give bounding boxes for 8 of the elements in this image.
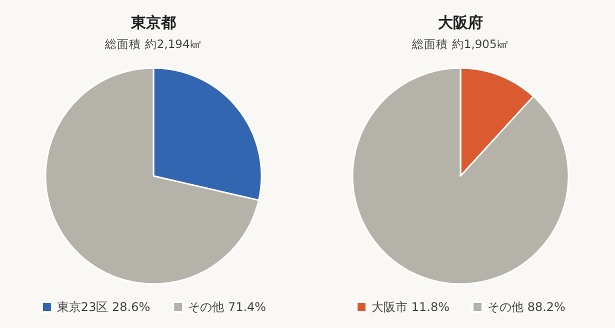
chart-title: 東京都 — [130, 14, 176, 32]
legend-label: 大阪市 11.8% — [372, 300, 450, 314]
chart-title: 大阪府 — [438, 14, 483, 32]
chart-subtitle: 総面積 約1,905㎢ — [411, 37, 509, 51]
legend-label: その他 88.2% — [488, 300, 566, 314]
legend-label: その他 71.4% — [188, 300, 266, 314]
legend-label: 東京23区 28.6% — [56, 300, 150, 314]
chart-subtitle: 総面積 約2,194㎢ — [104, 37, 202, 51]
